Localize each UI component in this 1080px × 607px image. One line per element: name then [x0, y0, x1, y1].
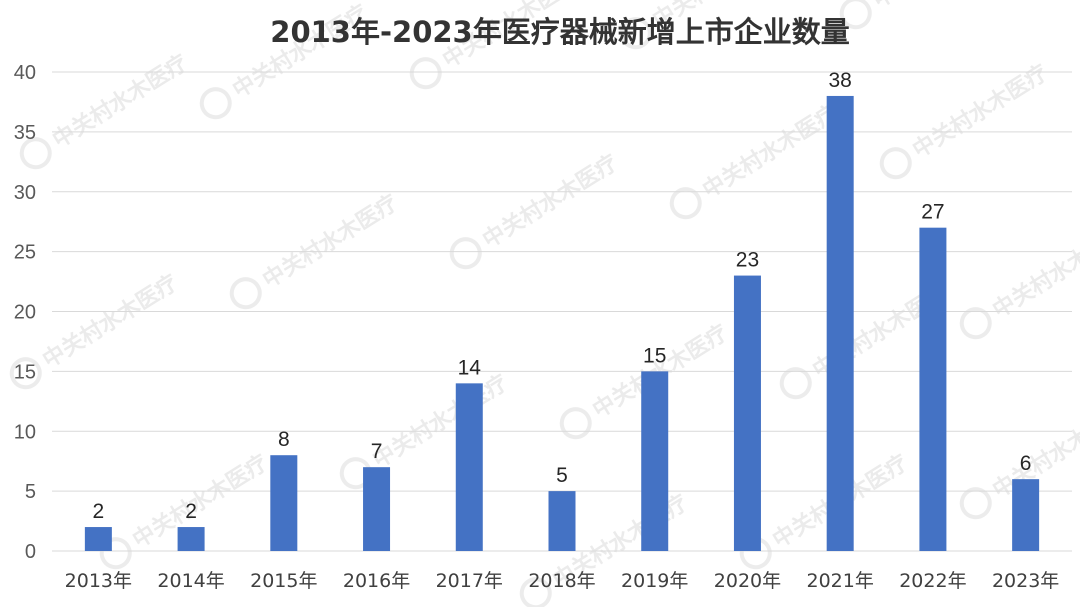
x-tick-label: 2014年: [157, 570, 224, 592]
bar: [548, 491, 576, 551]
watermark-text: 中关村水木医疗: [258, 190, 402, 294]
watermark-logo-icon: [519, 577, 552, 607]
bar: [455, 383, 483, 551]
watermark-logo-icon: [19, 137, 52, 170]
watermark-logo-icon: [779, 367, 812, 400]
watermark-text: 中关村水木医疗: [868, 0, 1012, 13]
y-tick-label: 35: [14, 122, 36, 144]
watermark: 中关村水木医疗: [229, 190, 402, 310]
watermark-logo-icon: [619, 17, 652, 50]
watermark-logo-icon: [449, 237, 482, 270]
data-label: 2: [93, 500, 105, 523]
watermark-logo-icon: [559, 407, 592, 440]
data-labels: 2 2 8 7 14 5 15 23 38 27 6: [93, 69, 1032, 523]
watermark: 中关村水木医疗: [739, 450, 912, 570]
bar: [641, 371, 669, 551]
y-tick-label: 5: [25, 481, 36, 503]
data-label: 7: [371, 440, 383, 463]
y-tick-label: 0: [25, 541, 36, 563]
x-tick-label: 2023年: [992, 570, 1059, 592]
watermark-text: 中关村水木医疗: [478, 150, 622, 254]
data-label: 27: [921, 201, 944, 224]
bar: [270, 455, 298, 551]
y-tick-label: 20: [14, 302, 36, 324]
watermark: 中关村水木医疗: [839, 0, 1012, 30]
watermark-logo-icon: [669, 187, 702, 220]
watermark: 中关村水木医疗: [959, 220, 1080, 340]
watermark-text: 中关村水木医疗: [38, 270, 182, 374]
y-tick-label: 30: [14, 182, 36, 204]
watermark-text: 中关村水木医疗: [908, 60, 1052, 164]
watermark-text: 中关村水木医疗: [988, 220, 1080, 324]
data-label: 2: [185, 500, 197, 523]
watermark: 中关村水木医疗: [449, 150, 622, 270]
y-tick-label: 10: [14, 421, 36, 443]
watermark-logo-icon: [409, 57, 442, 90]
watermark-logo-icon: [229, 277, 262, 310]
watermark-logo-icon: [9, 357, 42, 390]
data-label: 23: [736, 249, 759, 272]
watermark: 中关村水木医疗: [879, 60, 1052, 180]
bar: [363, 467, 391, 551]
watermark-text: 中关村水木医疗: [48, 50, 192, 154]
bar: [826, 95, 854, 551]
x-tick-label: 2019年: [621, 570, 688, 592]
x-tick-label: 2013年: [65, 570, 132, 592]
watermark: 中关村水木医疗: [669, 100, 842, 220]
data-label: 15: [643, 344, 666, 367]
watermark-logo-icon: [839, 0, 872, 30]
x-tick-label: 2015年: [250, 570, 317, 592]
x-tick-label: 2018年: [528, 570, 595, 592]
watermark-logo-icon: [959, 487, 992, 520]
y-tick-label: 15: [14, 361, 36, 383]
bar: [84, 527, 112, 551]
watermark-logo-icon: [959, 307, 992, 340]
x-tick-label: 2017年: [436, 570, 503, 592]
y-tick-label: 40: [14, 62, 36, 84]
bar: [733, 275, 761, 551]
data-label: 6: [1020, 452, 1032, 475]
watermark-logo-icon: [879, 147, 912, 180]
x-tick-label: 2022年: [899, 570, 966, 592]
x-axis: 2013年 2014年 2015年 2016年 2017年 2018年 2019年 2020年…: [65, 570, 1060, 592]
watermark: 中关村水木医疗: [19, 50, 192, 170]
data-label: 14: [458, 356, 482, 379]
y-axis: 0 5 10 15 20 25 30 35 40: [14, 62, 36, 563]
watermark-text: 中关村水木医疗: [698, 100, 842, 204]
x-tick-label: 2020年: [714, 570, 781, 592]
bars: [84, 95, 1040, 552]
watermark-text: 中关村水木医疗: [368, 370, 512, 474]
watermark: 中关村水木医疗: [339, 370, 512, 490]
x-tick-label: 2016年: [343, 570, 410, 592]
bar: [177, 527, 205, 551]
y-tick-label: 25: [14, 242, 36, 264]
data-label: 38: [829, 69, 852, 92]
chart-title: 2013年-2023年医疗器械新增上市企业数量: [270, 15, 849, 49]
watermark-logo-icon: [199, 87, 232, 120]
x-tick-label: 2021年: [807, 570, 874, 592]
data-label: 5: [556, 464, 568, 487]
data-label: 8: [278, 428, 290, 451]
bar: [1012, 479, 1040, 551]
bar: [919, 227, 947, 552]
